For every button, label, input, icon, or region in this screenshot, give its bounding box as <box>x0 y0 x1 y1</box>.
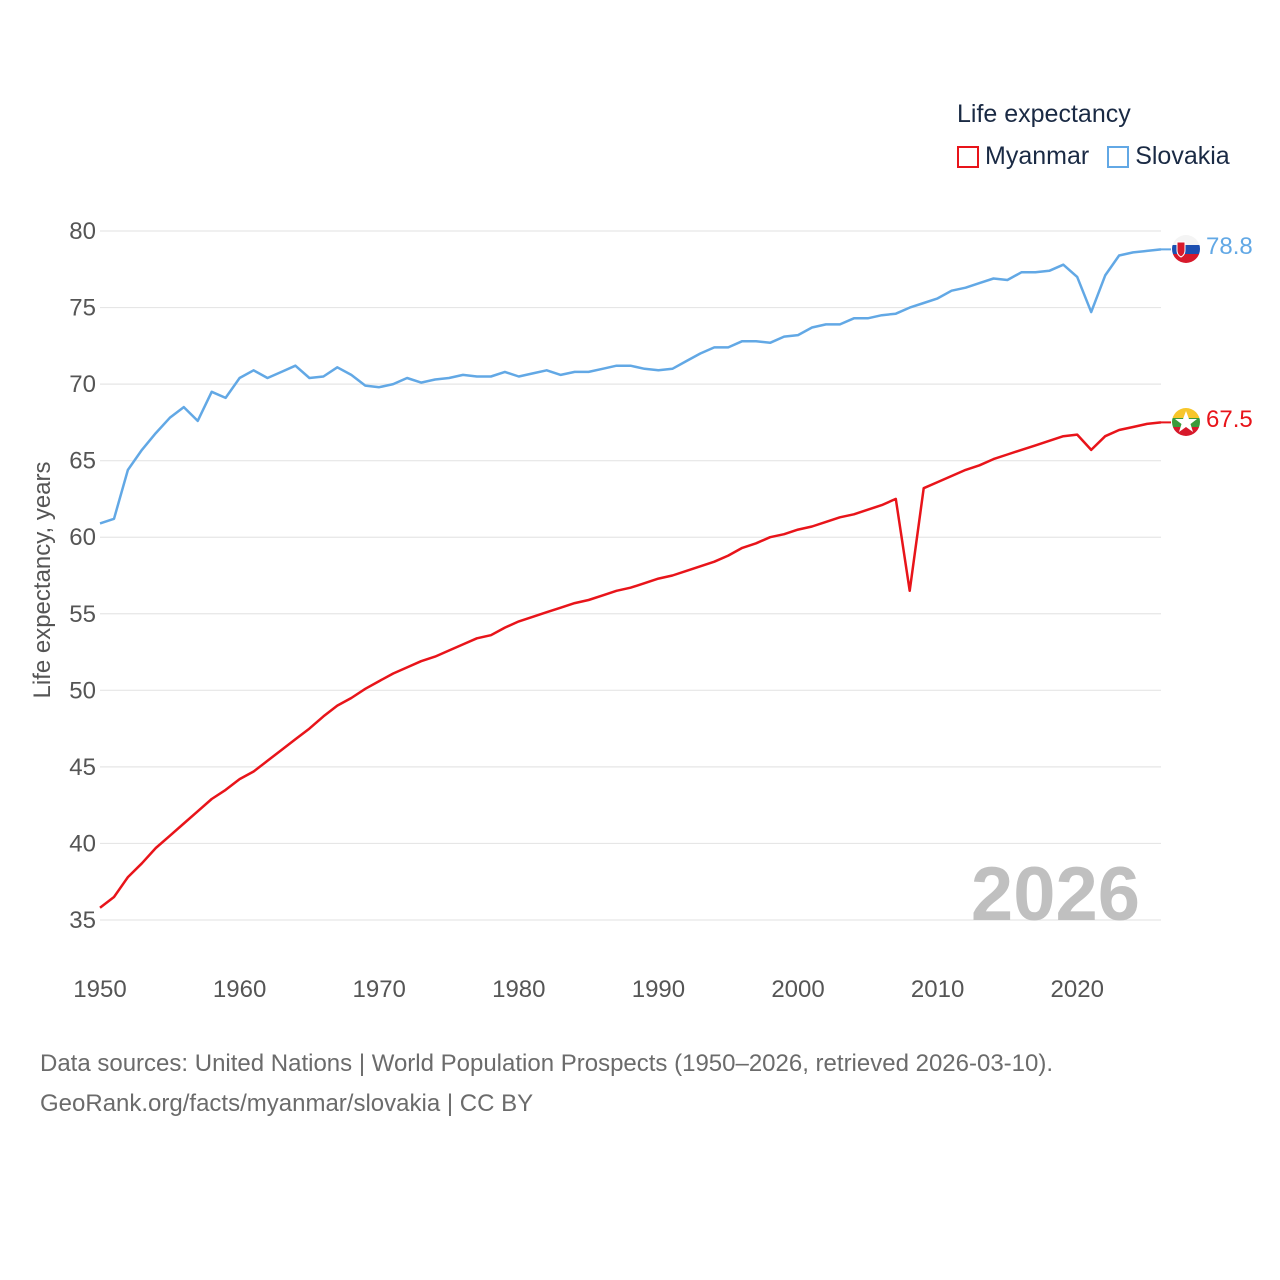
legend-item-slovakia[interactable]: Slovakia <box>1107 142 1230 171</box>
x-tick-label: 2010 <box>911 976 964 1003</box>
legend-label-slovakia: Slovakia <box>1135 142 1230 170</box>
y-tick-label: 45 <box>69 754 96 781</box>
y-axis-label: Life expectancy, years <box>29 461 56 698</box>
data-source-note: Data sources: United Nations | World Pop… <box>40 1044 1053 1124</box>
legend-title: Life expectancy <box>957 100 1131 128</box>
legend-label-myanmar: Myanmar <box>985 142 1090 170</box>
slovakia-flag-icon <box>1172 235 1200 263</box>
source-line-1: Data sources: United Nations | World Pop… <box>40 1050 1054 1077</box>
series-line-myanmar <box>99 421 1162 909</box>
year-watermark: 2026 <box>971 852 1140 937</box>
y-tick-label: 75 <box>69 295 96 322</box>
x-tick-label: 1980 <box>492 976 545 1003</box>
x-tick-label: 2020 <box>1051 976 1104 1003</box>
y-axis-ticks: 35 40 45 50 55 60 65 70 75 80 <box>69 218 96 934</box>
y-tick-label: 80 <box>69 218 96 245</box>
end-markers <box>1172 235 1200 436</box>
gridlines <box>100 230 1161 921</box>
y-tick-label: 50 <box>69 677 96 704</box>
slovakia-end-value: 78.8 <box>1206 233 1253 260</box>
myanmar-swatch-icon <box>957 145 979 168</box>
x-tick-label: 1970 <box>353 976 406 1003</box>
y-tick-label: 60 <box>69 524 96 551</box>
x-tick-label: 2000 <box>771 976 824 1003</box>
y-tick-label: 40 <box>69 830 96 857</box>
x-axis-ticks: 1950 1960 1970 1980 1990 2000 2010 2020 <box>73 976 1104 1003</box>
y-tick-label: 70 <box>69 371 96 398</box>
slovakia-swatch-icon <box>1107 145 1130 168</box>
x-tick-label: 1950 <box>73 976 126 1003</box>
y-tick-label: 65 <box>69 448 96 475</box>
x-tick-label: 1990 <box>632 976 685 1003</box>
x-tick-label: 1960 <box>213 976 266 1003</box>
series-line-slovakia <box>99 248 1162 525</box>
source-link[interactable]: GeoRank.org/facts/myanmar/slovakia | CC … <box>40 1090 534 1117</box>
y-tick-label: 35 <box>69 907 96 934</box>
myanmar-flag-icon <box>1172 408 1200 436</box>
y-tick-label: 55 <box>69 601 96 628</box>
legend: Myanmar Slovakia <box>957 142 1248 171</box>
myanmar-end-value: 67.5 <box>1206 406 1253 433</box>
legend-item-myanmar[interactable]: Myanmar <box>957 142 1089 171</box>
series-layer <box>99 248 1171 909</box>
